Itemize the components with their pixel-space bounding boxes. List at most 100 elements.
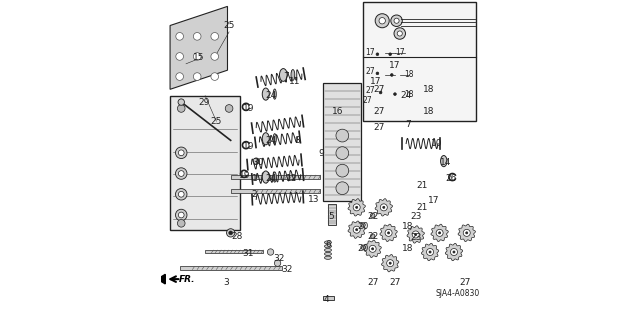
Text: 25: 25	[223, 21, 235, 30]
Circle shape	[376, 88, 385, 97]
Circle shape	[453, 251, 455, 253]
Circle shape	[176, 53, 184, 60]
Bar	[205, 250, 262, 253]
Text: 19: 19	[243, 142, 254, 151]
Bar	[230, 175, 320, 179]
Text: 9: 9	[319, 149, 324, 158]
Circle shape	[412, 231, 419, 238]
Circle shape	[386, 50, 395, 59]
Text: 23: 23	[410, 212, 421, 221]
Ellipse shape	[440, 155, 447, 167]
Circle shape	[179, 171, 184, 176]
Text: 13: 13	[308, 195, 319, 204]
Ellipse shape	[324, 252, 332, 256]
Text: 27: 27	[373, 123, 385, 132]
Circle shape	[391, 15, 403, 26]
Text: 7: 7	[405, 120, 411, 129]
Polygon shape	[157, 274, 165, 284]
Circle shape	[397, 31, 403, 36]
Circle shape	[375, 14, 389, 28]
Ellipse shape	[262, 171, 269, 183]
Ellipse shape	[324, 256, 332, 259]
Circle shape	[394, 28, 406, 39]
Text: 24: 24	[265, 91, 276, 100]
Ellipse shape	[324, 241, 332, 244]
Bar	[323, 296, 333, 300]
Circle shape	[193, 53, 201, 60]
Polygon shape	[366, 62, 388, 85]
Circle shape	[211, 33, 218, 40]
Circle shape	[353, 226, 360, 233]
Text: 26: 26	[445, 174, 456, 183]
Circle shape	[451, 249, 458, 256]
Text: 31: 31	[243, 249, 254, 258]
Text: 18: 18	[402, 244, 413, 253]
Text: 15: 15	[193, 53, 205, 62]
Ellipse shape	[403, 88, 410, 100]
Circle shape	[373, 69, 382, 78]
Circle shape	[177, 105, 185, 112]
Circle shape	[356, 229, 358, 231]
Bar	[328, 204, 336, 225]
Bar	[363, 2, 476, 121]
Polygon shape	[407, 226, 424, 243]
Circle shape	[388, 232, 390, 234]
Circle shape	[193, 33, 201, 40]
Circle shape	[387, 70, 396, 79]
Circle shape	[390, 90, 399, 99]
Text: 20: 20	[357, 244, 369, 253]
Text: 32: 32	[273, 254, 284, 263]
Circle shape	[429, 251, 431, 253]
Text: 29: 29	[198, 98, 209, 107]
Circle shape	[394, 18, 399, 23]
Text: 12: 12	[285, 174, 297, 183]
Circle shape	[387, 260, 394, 267]
Polygon shape	[379, 43, 401, 65]
Circle shape	[373, 50, 382, 59]
Ellipse shape	[324, 245, 332, 248]
Ellipse shape	[371, 213, 375, 218]
Text: 23: 23	[410, 233, 421, 242]
Text: 16: 16	[332, 107, 343, 116]
Ellipse shape	[291, 70, 295, 80]
Text: 27: 27	[389, 278, 401, 287]
Polygon shape	[348, 199, 365, 216]
Circle shape	[383, 206, 385, 208]
Polygon shape	[381, 255, 399, 272]
Ellipse shape	[361, 223, 365, 227]
Circle shape	[415, 234, 417, 235]
Circle shape	[179, 150, 184, 156]
Circle shape	[438, 232, 441, 234]
Text: 24: 24	[401, 91, 412, 100]
Text: 22: 22	[367, 232, 378, 241]
Text: 27: 27	[365, 67, 375, 76]
Circle shape	[211, 53, 218, 60]
Circle shape	[179, 191, 184, 197]
Circle shape	[193, 73, 201, 80]
Ellipse shape	[414, 89, 418, 100]
Ellipse shape	[273, 89, 276, 99]
Text: 14: 14	[440, 158, 451, 167]
Circle shape	[275, 260, 281, 266]
Ellipse shape	[262, 133, 269, 145]
Ellipse shape	[262, 88, 269, 100]
Text: 24: 24	[265, 136, 276, 145]
Circle shape	[175, 168, 187, 179]
Text: 22: 22	[367, 212, 378, 221]
Text: 5: 5	[328, 212, 334, 221]
Circle shape	[176, 33, 184, 40]
Circle shape	[380, 204, 387, 211]
Text: 27: 27	[373, 107, 385, 116]
Circle shape	[336, 129, 349, 142]
Text: FR.: FR.	[179, 275, 195, 284]
Text: 4: 4	[324, 295, 329, 304]
Text: 8: 8	[295, 136, 301, 145]
Ellipse shape	[273, 134, 276, 144]
Circle shape	[369, 245, 376, 252]
Polygon shape	[421, 243, 438, 261]
Ellipse shape	[371, 234, 375, 238]
Circle shape	[372, 248, 374, 250]
Polygon shape	[445, 243, 463, 261]
Text: 27: 27	[365, 86, 375, 95]
Circle shape	[426, 249, 433, 256]
